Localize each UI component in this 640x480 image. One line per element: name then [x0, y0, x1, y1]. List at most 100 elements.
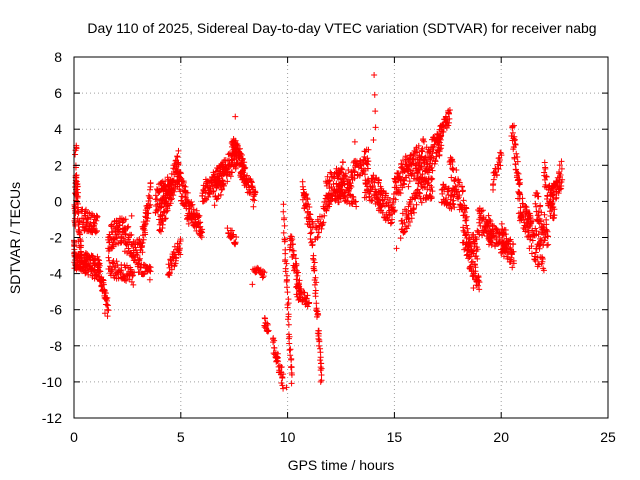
data-point	[466, 254, 473, 261]
data-point	[397, 190, 404, 197]
data-point	[428, 194, 435, 201]
data-point	[485, 212, 492, 219]
data-point	[397, 173, 404, 180]
data-point	[374, 195, 381, 202]
data-point	[443, 123, 450, 130]
data-point	[210, 187, 217, 194]
data-point	[229, 227, 236, 234]
data-point	[217, 191, 224, 198]
data-point	[119, 219, 126, 226]
data-point	[184, 189, 191, 196]
data-point	[72, 151, 79, 158]
data-point	[85, 271, 92, 278]
data-point	[377, 191, 384, 198]
data-point	[147, 268, 154, 275]
data-point	[509, 123, 516, 130]
data-point	[171, 188, 178, 195]
x-tick-label: 5	[177, 429, 185, 445]
data-point	[147, 201, 154, 208]
data-point	[290, 252, 297, 259]
y-tick-label: 0	[54, 193, 62, 209]
data-point	[130, 281, 137, 288]
data-point	[177, 251, 184, 258]
data-point	[517, 179, 524, 186]
data-point	[372, 175, 379, 182]
data-point	[406, 178, 413, 185]
data-point	[323, 207, 330, 214]
data-point	[418, 164, 425, 171]
data-point	[136, 255, 143, 262]
data-point	[314, 233, 321, 240]
data-point	[416, 189, 423, 196]
data-point	[280, 229, 287, 236]
data-point	[371, 72, 378, 79]
data-point	[507, 236, 514, 243]
data-point	[125, 223, 132, 230]
data-point	[537, 218, 544, 225]
data-point	[74, 183, 81, 190]
data-point	[307, 211, 314, 218]
data-point	[294, 272, 301, 279]
data-point	[317, 378, 324, 385]
data-point	[108, 221, 115, 228]
data-point	[213, 196, 220, 203]
data-point	[532, 257, 539, 264]
data-point	[279, 374, 286, 381]
data-point	[493, 171, 500, 178]
data-point	[283, 384, 290, 391]
data-point	[317, 354, 324, 361]
data-point	[517, 204, 524, 211]
data-point	[450, 201, 457, 208]
data-point	[144, 217, 151, 224]
x-tick-label: 15	[387, 429, 403, 445]
data-point	[123, 262, 130, 269]
data-point	[311, 267, 318, 274]
data-point	[282, 265, 289, 272]
data-point	[209, 183, 216, 190]
data-point	[146, 263, 153, 270]
data-point	[448, 174, 455, 181]
data-point	[142, 220, 149, 227]
data-point	[261, 269, 268, 276]
data-point	[284, 289, 291, 296]
data-point	[361, 171, 368, 178]
data-point	[230, 136, 237, 143]
data-point	[259, 274, 266, 281]
data-point	[533, 228, 540, 235]
data-point	[122, 216, 129, 223]
data-point	[559, 176, 566, 183]
data-point	[514, 158, 521, 165]
data-point	[145, 192, 152, 199]
data-point	[353, 203, 360, 210]
data-point	[543, 173, 550, 180]
data-point	[425, 179, 432, 186]
data-point	[327, 169, 334, 176]
data-point	[295, 269, 302, 276]
data-point	[214, 195, 221, 202]
data-point	[172, 251, 179, 258]
data-point	[551, 212, 558, 219]
data-point	[174, 159, 181, 166]
x-tick-label: 0	[70, 429, 78, 445]
data-point	[493, 226, 500, 233]
data-point	[351, 175, 358, 182]
data-point	[452, 183, 459, 190]
data-point	[289, 241, 296, 248]
data-point	[293, 260, 300, 267]
data-point	[190, 206, 197, 213]
data-point	[390, 207, 397, 214]
data-point	[385, 217, 392, 224]
data-point	[477, 222, 484, 229]
data-point	[347, 182, 354, 189]
data-point	[176, 245, 183, 252]
data-point	[463, 205, 470, 212]
data-point	[293, 276, 300, 283]
data-point	[473, 253, 480, 260]
data-point	[386, 197, 393, 204]
data-point	[217, 165, 224, 172]
data-point	[264, 320, 271, 327]
data-point	[114, 235, 121, 242]
data-point	[104, 301, 111, 308]
data-point	[515, 180, 522, 187]
data-point	[339, 159, 346, 166]
